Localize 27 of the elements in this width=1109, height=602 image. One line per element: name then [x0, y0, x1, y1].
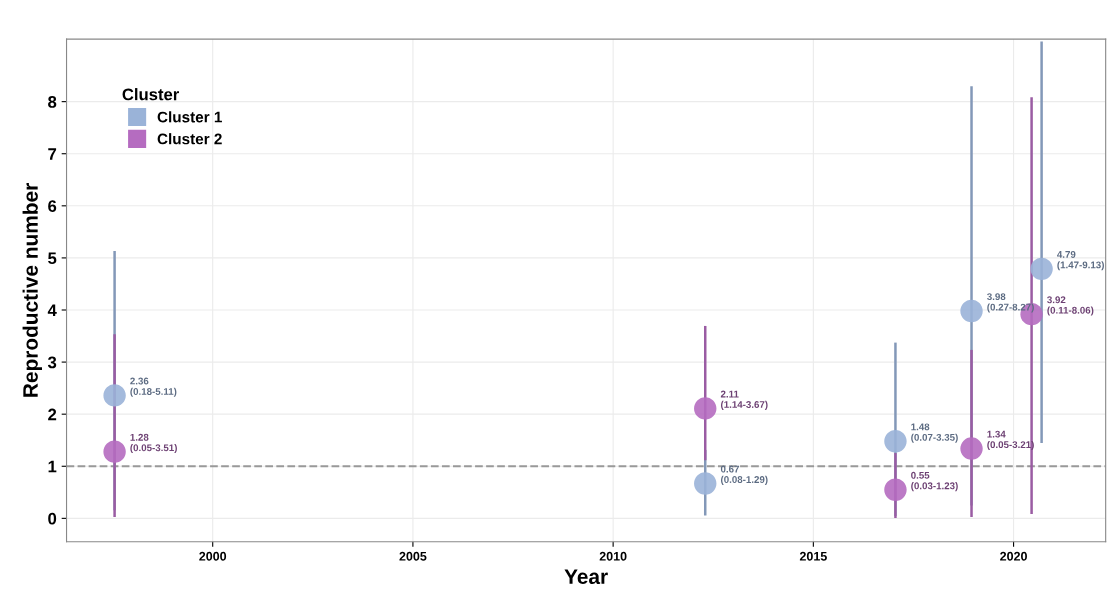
data-label: 1.48 (0.07-3.35) — [911, 423, 958, 443]
y-tick-label: 8 — [48, 96, 57, 108]
y-tick-label: 0 — [48, 512, 57, 525]
y-tick-label: 1 — [48, 460, 57, 473]
legend-label: Cluster 2 — [157, 133, 222, 145]
legend-label: Cluster 1 — [157, 111, 222, 123]
x-axis-title: Year — [564, 569, 608, 585]
y-axis-title: Reproductive number — [22, 183, 42, 397]
data-label: 0.55 (0.03-1.23) — [911, 471, 958, 492]
x-tick-label: 2010 — [599, 551, 627, 561]
data-label: 1.28 (0.05-3.51) — [130, 433, 177, 454]
data-label: 0.67 (0.08-1.29) — [720, 465, 768, 485]
x-tick-label: 2000 — [199, 551, 227, 561]
x-tick-label: 2015 — [799, 551, 827, 561]
y-tick-label: 7 — [48, 148, 57, 160]
data-label: 3.92 (0.11-8.06) — [1047, 296, 1094, 316]
legend-title: Cluster — [122, 88, 180, 101]
y-tick-label: 5 — [48, 252, 57, 265]
x-tick-label: 2005 — [399, 551, 427, 561]
y-tick-label: 4 — [47, 304, 57, 317]
data-label: 4.79 (1.47-9.13) — [1057, 251, 1104, 271]
y-tick-label: 3 — [47, 356, 57, 369]
y-tick-label: 2 — [48, 408, 57, 421]
y-tick-label: 6 — [48, 200, 57, 213]
data-label: 2.11 (1.14-3.67) — [720, 390, 768, 410]
x-tick-label: 2020 — [1000, 551, 1027, 561]
data-label: 2.36 (0.18-5.11) — [130, 377, 177, 397]
